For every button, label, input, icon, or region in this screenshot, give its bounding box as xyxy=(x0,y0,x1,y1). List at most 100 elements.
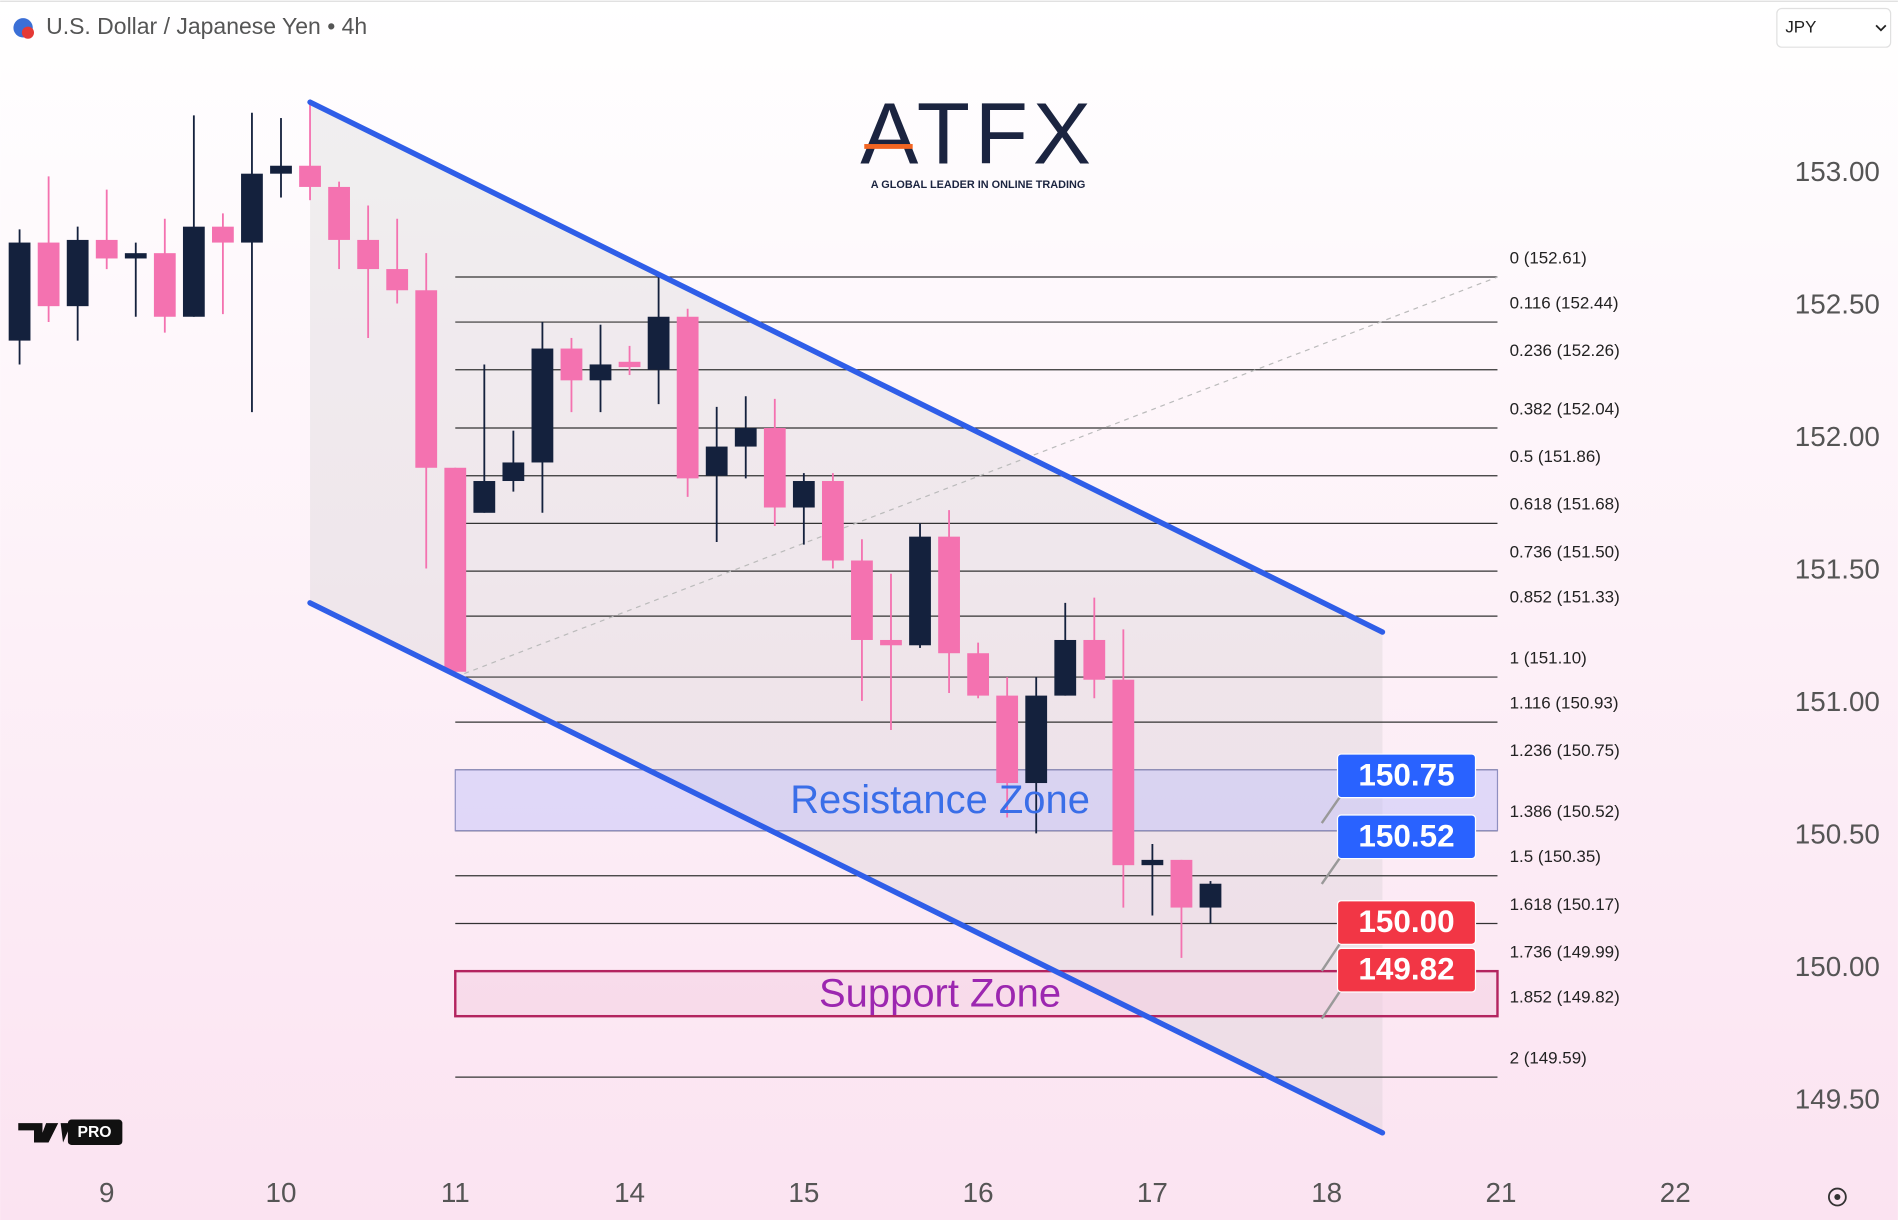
fib-label: 1.5 (150.35) xyxy=(1510,847,1601,866)
candle-body xyxy=(851,560,873,640)
price-tag xyxy=(1336,947,1477,993)
settings-icon-dot xyxy=(1834,1193,1841,1201)
y-tick-label: 151.50 xyxy=(1795,553,1880,584)
y-tick-label: 150.00 xyxy=(1795,951,1880,982)
candle-body xyxy=(8,242,31,341)
zone-label: Resistance Zone xyxy=(790,778,1090,822)
settings-icon[interactable] xyxy=(1827,1187,1847,1207)
fib-label: 1.116 (150.93) xyxy=(1510,693,1619,712)
channel-line xyxy=(307,99,1386,635)
x-tick-label: 21 xyxy=(1485,1177,1516,1208)
candle-body xyxy=(386,269,409,291)
candle-body xyxy=(1054,639,1077,696)
currency-label[interactable]: JPY xyxy=(1785,17,1816,36)
candle-body xyxy=(618,361,641,368)
logo-accent xyxy=(864,144,913,149)
candle-body xyxy=(299,165,321,187)
x-tick-label: 22 xyxy=(1660,1177,1691,1208)
x-tick-label: 10 xyxy=(266,1177,297,1208)
fib-label: 2 (149.59) xyxy=(1510,1048,1587,1067)
fib-label: 0.618 (151.68) xyxy=(1510,495,1620,514)
x-tick-label: 17 xyxy=(1137,1177,1168,1208)
y-tick-label: 149.50 xyxy=(1795,1083,1880,1114)
candle-body xyxy=(1083,639,1106,680)
x-tick-label: 15 xyxy=(788,1177,819,1208)
fib-label: 0.5 (151.86) xyxy=(1510,447,1601,466)
logo-tagline: A GLOBAL LEADER IN ONLINE TRADING xyxy=(871,179,1085,191)
x-tick-label: 14 xyxy=(614,1177,645,1208)
fib-label: 0.116 (152.44) xyxy=(1510,293,1619,312)
candle-body xyxy=(473,481,496,513)
candle-body xyxy=(1112,679,1135,866)
candle-body xyxy=(676,316,699,479)
candle-body xyxy=(357,239,380,270)
tag-leader xyxy=(1320,794,1343,824)
price-tag xyxy=(1336,900,1477,945)
fib-label: 1.736 (149.99) xyxy=(1510,942,1620,961)
tag-leader xyxy=(1320,855,1343,885)
candle-body xyxy=(153,253,176,317)
badge-label: PRO xyxy=(77,1124,111,1141)
x-tick-label: 18 xyxy=(1311,1177,1342,1208)
x-tick-label: 16 xyxy=(963,1177,994,1208)
candle-body xyxy=(212,226,234,243)
candle-body xyxy=(241,173,263,243)
currency-select[interactable] xyxy=(1776,7,1892,48)
badge xyxy=(67,1119,123,1145)
candle-body xyxy=(705,446,728,476)
symbol-title: U.S. Dollar / Japanese Yen • 4h xyxy=(46,13,367,39)
candle-body xyxy=(938,536,960,654)
price-tag-label: 150.75 xyxy=(1358,757,1454,792)
tv-logo xyxy=(18,1123,72,1143)
fib-label: 1.618 (150.17) xyxy=(1510,895,1620,914)
y-tick-label: 153.00 xyxy=(1795,156,1880,187)
fib-label: 0 (152.61) xyxy=(1510,248,1587,267)
candle-body xyxy=(1170,859,1193,908)
candle-body xyxy=(909,536,931,646)
price-tag-label: 150.00 xyxy=(1358,904,1454,939)
candle-body xyxy=(1199,883,1222,908)
candle-body xyxy=(1141,859,1164,866)
fib-label: 1 (151.10) xyxy=(1510,648,1587,667)
x-tick-label: 9 xyxy=(99,1177,114,1208)
symbol-flag xyxy=(21,26,34,39)
candle-body xyxy=(1025,695,1048,784)
fib-label: 0.852 (151.33) xyxy=(1510,587,1620,606)
y-tick-label: 152.50 xyxy=(1795,289,1880,320)
zone-label: Support Zone xyxy=(819,972,1061,1016)
price-tag-label: 150.52 xyxy=(1358,818,1454,853)
y-tick-label: 151.00 xyxy=(1795,686,1880,717)
price-tag-label: 149.82 xyxy=(1358,952,1454,987)
candle-body xyxy=(66,239,89,307)
channel-line xyxy=(307,600,1386,1136)
logo: ATFX xyxy=(860,85,1096,182)
candle-body xyxy=(821,481,844,561)
plot: 153.00152.50152.00151.50151.00150.50150.… xyxy=(8,99,1880,1208)
candle-body xyxy=(95,239,118,259)
price-tag xyxy=(1336,814,1477,860)
tag-leader xyxy=(1320,941,1343,972)
candle-body xyxy=(502,462,525,482)
fib-label: 1.236 (150.75) xyxy=(1510,741,1620,760)
candle-body xyxy=(531,348,554,463)
fib-label: 0.236 (152.26) xyxy=(1510,341,1620,360)
candle-body xyxy=(996,695,1019,784)
candle-body xyxy=(37,242,60,307)
candle-body xyxy=(182,226,205,317)
candle-body xyxy=(647,316,670,370)
y-tick-label: 150.50 xyxy=(1795,818,1880,849)
fib-label: 0.382 (152.04) xyxy=(1510,399,1620,418)
fib-label: 1.852 (149.82) xyxy=(1510,988,1620,1007)
fib-label: 0.736 (151.50) xyxy=(1510,542,1620,561)
fib-trend-line xyxy=(455,276,1498,678)
candle-body xyxy=(734,428,757,447)
tag-leader xyxy=(1320,988,1343,1020)
candle-body xyxy=(444,467,467,672)
zone xyxy=(454,969,1499,1018)
candle-body xyxy=(328,186,350,240)
candle-body xyxy=(763,428,786,508)
candle-body xyxy=(270,165,292,174)
x-tick-label: 11 xyxy=(441,1177,470,1208)
candle-body xyxy=(415,290,438,468)
